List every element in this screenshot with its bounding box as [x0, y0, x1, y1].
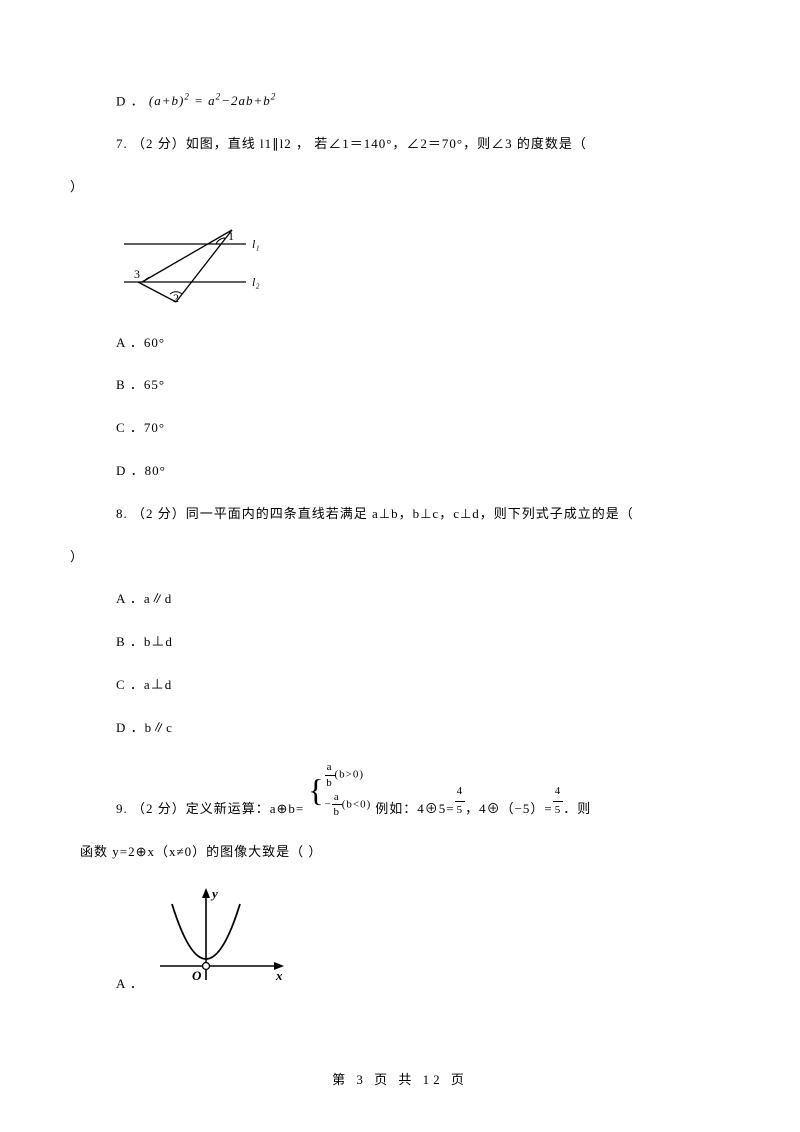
y-axis-label: y	[210, 886, 219, 901]
q8-stem-line2: ）	[70, 547, 730, 568]
page-footer: 第 3 页 共 12 页	[0, 1069, 800, 1088]
frac-4-5-b: 45	[553, 783, 564, 819]
q9-opt-a: A ． y x O	[70, 884, 730, 994]
opt-d-formula: (a+b)2 = a2−2ab+b2	[149, 93, 276, 108]
q9-stem-line1: 9. （2 分）定义新运算：a⊕b= { ab(b>0) −ab(b<0) 例如…	[70, 760, 730, 819]
angle-3-label: 3	[134, 267, 140, 281]
piecewise-bot: −ab(b<0)	[325, 790, 372, 820]
line-l1-label: l₁	[252, 237, 260, 251]
q9-prefix: 9. （2 分）定义新运算：a⊕b=	[116, 799, 304, 820]
piecewise-top: ab(b>0)	[325, 760, 372, 790]
x-axis-label: x	[275, 968, 284, 983]
angle-1-label: 1	[228, 229, 234, 243]
q7-stem-line2: ）	[70, 177, 730, 198]
line-l2-label: l₂	[252, 275, 260, 289]
angle-2-label: 2	[173, 291, 179, 305]
q9-suffix: ．则	[563, 799, 591, 820]
q7-opt-a: A ．60°	[70, 333, 730, 354]
q9-mid1: 例如：4⊕5=	[375, 799, 454, 820]
frac-4-5-a: 45	[455, 783, 466, 819]
opt-a-label: A ．	[116, 974, 144, 995]
q9-mid2: ，4⊕（−5）=	[465, 799, 553, 820]
opt-d-prefix: D ．	[116, 93, 145, 108]
piecewise-brace: { ab(b>0) −ab(b<0)	[308, 760, 371, 819]
q7-opt-c: C ．70°	[70, 418, 730, 439]
q7-opt-d: D ．80°	[70, 461, 730, 482]
q7-stem-line1: 7. （2 分）如图，直线 l1∥l2 ， 若∠1＝140°，∠2＝70°，则∠…	[70, 134, 730, 155]
q8-opt-a: A ．a∥d	[70, 589, 730, 610]
graph-a: y x O	[148, 884, 298, 994]
q8-opt-b: B ．b⊥d	[70, 632, 730, 653]
q8-stem-line1: 8. （2 分）同一平面内的四条直线若满足 a⊥b，b⊥c，c⊥d，则下列式子成…	[70, 504, 730, 525]
q8-opt-d: D ．b∥c	[70, 718, 730, 739]
q7-diagram: 1 3 2 l₁ l₂	[116, 220, 274, 312]
q7-opt-b: B ．65°	[70, 375, 730, 396]
origin-label: O	[192, 968, 202, 983]
q8-opt-c: C ．a⊥d	[70, 675, 730, 696]
q9-stem-line2: 函数 y=2⊕x（x≠0）的图像大致是（ ）	[70, 842, 730, 863]
page-body: D ． (a+b)2 = a2−2ab+b2 7. （2 分）如图，直线 l1∥…	[0, 0, 800, 1056]
q6-opt-d: D ． (a+b)2 = a2−2ab+b2	[70, 90, 730, 112]
